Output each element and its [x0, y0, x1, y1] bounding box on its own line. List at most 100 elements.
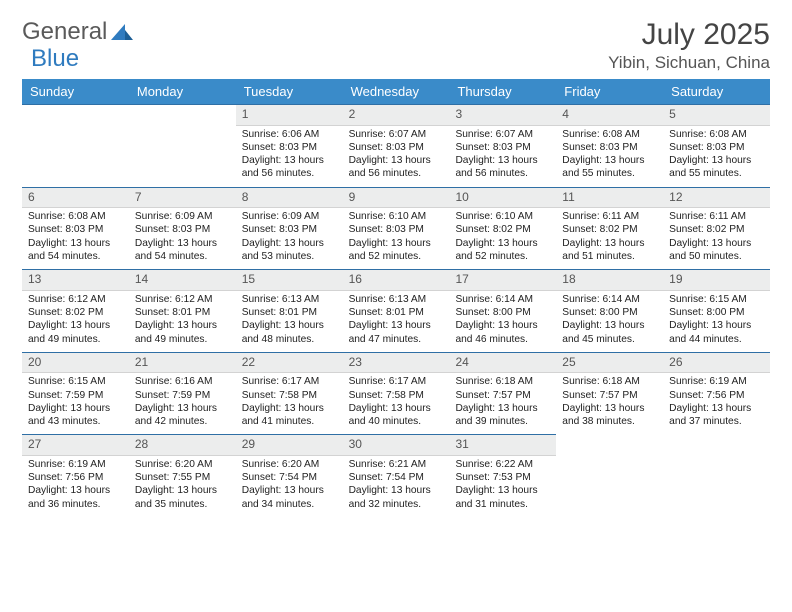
day-number: 30 — [343, 434, 450, 456]
week-row: 13Sunrise: 6:12 AMSunset: 8:02 PMDayligh… — [22, 269, 770, 352]
sunset-text: Sunset: 8:03 PM — [242, 141, 337, 154]
weekday-sunday: Sunday — [22, 79, 129, 104]
day-cell: 4Sunrise: 6:08 AMSunset: 8:03 PMDaylight… — [556, 104, 663, 187]
daylight-text: Daylight: 13 hours — [669, 154, 764, 167]
sunset-text: Sunset: 7:54 PM — [349, 471, 444, 484]
day-body: Sunrise: 6:13 AMSunset: 8:01 PMDaylight:… — [236, 291, 343, 352]
day-number: 12 — [663, 187, 770, 209]
empty-cell — [129, 104, 236, 187]
weekday-monday: Monday — [129, 79, 236, 104]
daylight-text: and 47 minutes. — [349, 333, 444, 346]
daylight-text: and 45 minutes. — [562, 333, 657, 346]
day-number: 7 — [129, 187, 236, 209]
day-body: Sunrise: 6:19 AMSunset: 7:56 PMDaylight:… — [22, 456, 129, 517]
sunset-text: Sunset: 8:03 PM — [562, 141, 657, 154]
weekday-saturday: Saturday — [663, 79, 770, 104]
daylight-text: Daylight: 13 hours — [349, 154, 444, 167]
page: General July 2025 Yibin, Sichuan, China … — [0, 0, 792, 517]
sunrise-text: Sunrise: 6:10 AM — [455, 210, 550, 223]
sunrise-text: Sunrise: 6:15 AM — [669, 293, 764, 306]
day-cell: 29Sunrise: 6:20 AMSunset: 7:54 PMDayligh… — [236, 434, 343, 517]
sunrise-text: Sunrise: 6:11 AM — [669, 210, 764, 223]
daylight-text: Daylight: 13 hours — [349, 484, 444, 497]
sunset-text: Sunset: 8:02 PM — [669, 223, 764, 236]
daylight-text: and 50 minutes. — [669, 250, 764, 263]
day-number: 5 — [663, 104, 770, 126]
daylight-text: Daylight: 13 hours — [669, 319, 764, 332]
day-cell: 11Sunrise: 6:11 AMSunset: 8:02 PMDayligh… — [556, 187, 663, 270]
weekday-tuesday: Tuesday — [236, 79, 343, 104]
day-number: 28 — [129, 434, 236, 456]
daylight-text: Daylight: 13 hours — [562, 402, 657, 415]
day-body: Sunrise: 6:10 AMSunset: 8:03 PMDaylight:… — [343, 208, 450, 269]
daylight-text: and 51 minutes. — [562, 250, 657, 263]
day-body: Sunrise: 6:11 AMSunset: 8:02 PMDaylight:… — [663, 208, 770, 269]
daylight-text: and 53 minutes. — [242, 250, 337, 263]
week-row: 20Sunrise: 6:15 AMSunset: 7:59 PMDayligh… — [22, 352, 770, 435]
sunrise-text: Sunrise: 6:18 AM — [562, 375, 657, 388]
sunset-text: Sunset: 8:01 PM — [242, 306, 337, 319]
day-number: 24 — [449, 352, 556, 374]
day-cell: 9Sunrise: 6:10 AMSunset: 8:03 PMDaylight… — [343, 187, 450, 270]
sunrise-text: Sunrise: 6:20 AM — [135, 458, 230, 471]
day-number: 10 — [449, 187, 556, 209]
day-body: Sunrise: 6:19 AMSunset: 7:56 PMDaylight:… — [663, 373, 770, 434]
week-row: 6Sunrise: 6:08 AMSunset: 8:03 PMDaylight… — [22, 187, 770, 270]
day-number: 27 — [22, 434, 129, 456]
day-cell: 21Sunrise: 6:16 AMSunset: 7:59 PMDayligh… — [129, 352, 236, 435]
sunrise-text: Sunrise: 6:12 AM — [28, 293, 123, 306]
sunrise-text: Sunrise: 6:18 AM — [455, 375, 550, 388]
day-number: 22 — [236, 352, 343, 374]
day-body: Sunrise: 6:08 AMSunset: 8:03 PMDaylight:… — [22, 208, 129, 269]
daylight-text: Daylight: 13 hours — [669, 237, 764, 250]
empty-cell — [22, 104, 129, 187]
day-cell: 22Sunrise: 6:17 AMSunset: 7:58 PMDayligh… — [236, 352, 343, 435]
sunset-text: Sunset: 8:02 PM — [28, 306, 123, 319]
daylight-text: Daylight: 13 hours — [349, 319, 444, 332]
daylight-text: and 43 minutes. — [28, 415, 123, 428]
sunset-text: Sunset: 8:01 PM — [349, 306, 444, 319]
weekday-friday: Friday — [556, 79, 663, 104]
day-number: 14 — [129, 269, 236, 291]
day-body: Sunrise: 6:09 AMSunset: 8:03 PMDaylight:… — [129, 208, 236, 269]
month-title: July 2025 — [608, 18, 770, 52]
sunrise-text: Sunrise: 6:11 AM — [562, 210, 657, 223]
day-body: Sunrise: 6:10 AMSunset: 8:02 PMDaylight:… — [449, 208, 556, 269]
day-body: Sunrise: 6:11 AMSunset: 8:02 PMDaylight:… — [556, 208, 663, 269]
day-number: 29 — [236, 434, 343, 456]
sunrise-text: Sunrise: 6:08 AM — [669, 128, 764, 141]
sunset-text: Sunset: 8:03 PM — [242, 223, 337, 236]
sunset-text: Sunset: 8:03 PM — [135, 223, 230, 236]
day-cell: 7Sunrise: 6:09 AMSunset: 8:03 PMDaylight… — [129, 187, 236, 270]
daylight-text: Daylight: 13 hours — [562, 154, 657, 167]
sunrise-text: Sunrise: 6:17 AM — [349, 375, 444, 388]
day-cell: 3Sunrise: 6:07 AMSunset: 8:03 PMDaylight… — [449, 104, 556, 187]
day-cell: 23Sunrise: 6:17 AMSunset: 7:58 PMDayligh… — [343, 352, 450, 435]
day-cell: 12Sunrise: 6:11 AMSunset: 8:02 PMDayligh… — [663, 187, 770, 270]
daylight-text: and 52 minutes. — [349, 250, 444, 263]
day-cell: 8Sunrise: 6:09 AMSunset: 8:03 PMDaylight… — [236, 187, 343, 270]
sunset-text: Sunset: 7:59 PM — [28, 389, 123, 402]
daylight-text: Daylight: 13 hours — [242, 319, 337, 332]
daylight-text: Daylight: 13 hours — [669, 402, 764, 415]
day-body: Sunrise: 6:07 AMSunset: 8:03 PMDaylight:… — [449, 126, 556, 187]
daylight-text: and 46 minutes. — [455, 333, 550, 346]
sunset-text: Sunset: 8:00 PM — [562, 306, 657, 319]
day-body: Sunrise: 6:12 AMSunset: 8:02 PMDaylight:… — [22, 291, 129, 352]
daylight-text: and 40 minutes. — [349, 415, 444, 428]
day-body: Sunrise: 6:14 AMSunset: 8:00 PMDaylight:… — [449, 291, 556, 352]
daylight-text: Daylight: 13 hours — [242, 237, 337, 250]
daylight-text: and 48 minutes. — [242, 333, 337, 346]
daylight-text: and 37 minutes. — [669, 415, 764, 428]
sunrise-text: Sunrise: 6:12 AM — [135, 293, 230, 306]
daylight-text: Daylight: 13 hours — [349, 402, 444, 415]
daylight-text: and 55 minutes. — [669, 167, 764, 180]
daylight-text: and 41 minutes. — [242, 415, 337, 428]
day-cell: 27Sunrise: 6:19 AMSunset: 7:56 PMDayligh… — [22, 434, 129, 517]
day-body: Sunrise: 6:14 AMSunset: 8:00 PMDaylight:… — [556, 291, 663, 352]
sunrise-text: Sunrise: 6:09 AM — [242, 210, 337, 223]
sunset-text: Sunset: 7:54 PM — [242, 471, 337, 484]
sunset-text: Sunset: 7:56 PM — [28, 471, 123, 484]
daylight-text: Daylight: 13 hours — [242, 402, 337, 415]
sunrise-text: Sunrise: 6:06 AM — [242, 128, 337, 141]
